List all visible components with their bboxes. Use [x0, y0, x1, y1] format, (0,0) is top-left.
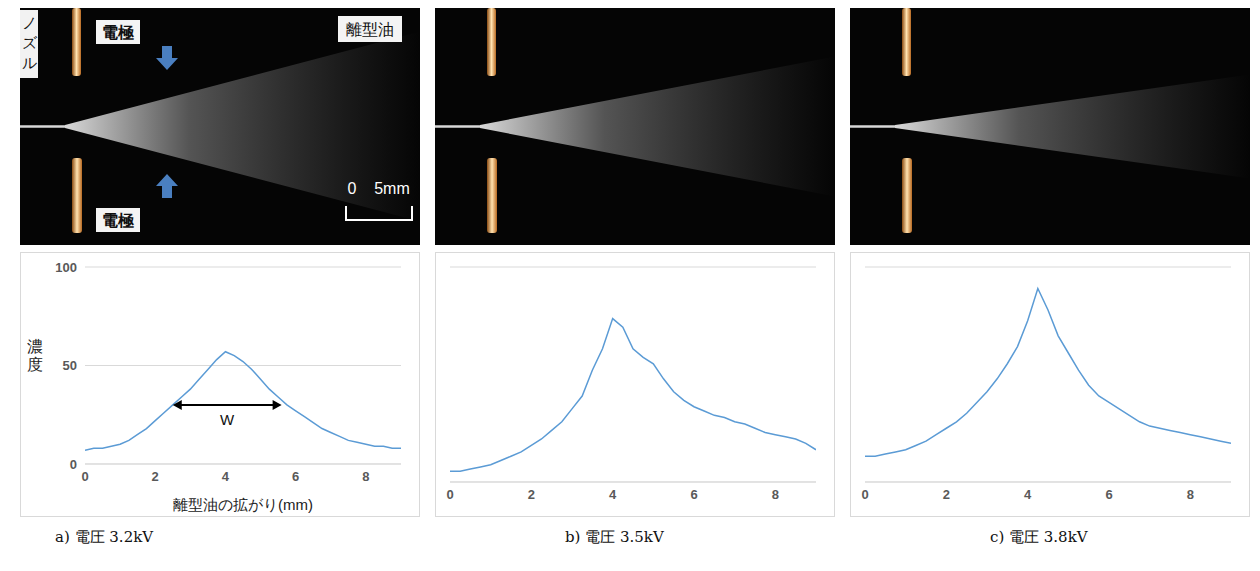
svg-text:100: 100: [55, 260, 77, 275]
svg-text:2: 2: [528, 487, 535, 502]
svg-text:6: 6: [292, 469, 299, 484]
svg-text:50: 50: [63, 358, 77, 373]
svg-text:0: 0: [861, 487, 868, 502]
html-text:c) 電圧 3.8kV: c) 電圧 3.8kV: [990, 528, 1088, 546]
html-text:b) 電圧 3.5kV: b) 電圧 3.5kV: [565, 528, 664, 546]
html-text:濃: 濃: [27, 338, 43, 355]
svg-text:離型油: 離型油: [346, 21, 394, 38]
svg-text:8: 8: [772, 487, 779, 502]
svg-text:電極: 電極: [102, 212, 134, 229]
svg-text:ノ: ノ: [22, 14, 37, 31]
svg-text:5mm: 5mm: [374, 180, 410, 197]
html-text:a) 電圧 3.2kV: a) 電圧 3.2kV: [55, 528, 154, 546]
svg-text:ル: ル: [22, 54, 37, 71]
svg-text:6: 6: [1105, 487, 1112, 502]
svg-text:2: 2: [943, 487, 950, 502]
svg-text:4: 4: [609, 487, 617, 502]
svg-text:離型油の拡がり(mm): 離型油の拡がり(mm): [173, 496, 313, 513]
svg-text:2: 2: [152, 469, 159, 484]
html-text:度: 度: [27, 356, 43, 373]
svg-text:W: W: [220, 411, 235, 428]
svg-text:ズ: ズ: [22, 34, 38, 51]
svg-text:0: 0: [70, 457, 77, 472]
svg-text:電極: 電極: [102, 24, 134, 41]
svg-text:0: 0: [446, 487, 453, 502]
svg-text:0: 0: [348, 180, 357, 197]
svg-text:6: 6: [690, 487, 697, 502]
svg-text:4: 4: [1024, 487, 1032, 502]
svg-text:4: 4: [222, 469, 230, 484]
svg-text:0: 0: [81, 469, 88, 484]
svg-text:8: 8: [362, 469, 369, 484]
svg-text:8: 8: [1187, 487, 1194, 502]
